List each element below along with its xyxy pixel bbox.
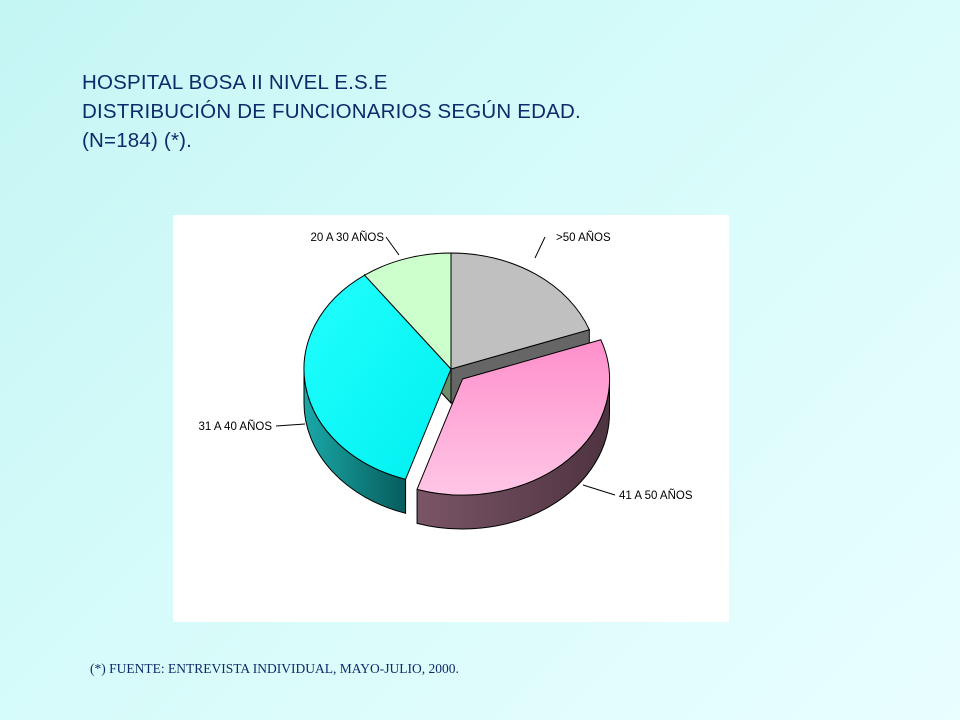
slice-label-50-a-os: >50 AÑOS	[556, 231, 611, 244]
title-line-2: DISTRIBUCIÓN DE FUNCIONARIOS SEGÚN EDAD.	[82, 100, 581, 123]
source-note: (*) FUENTE: ENTREVISTA INDIVIDUAL, MAYO-…	[90, 661, 459, 676]
slice-label-20-a-30-a-os: 20 A 30 AÑOS	[310, 231, 384, 244]
title-line-3: (N=184) (*).	[82, 129, 193, 152]
slide-title: HOSPITAL BOSA II NIVEL E.S.E DISTRIBUCIÓ…	[82, 68, 581, 155]
pie-slice-31-a-40-a-os	[303, 274, 452, 480]
leader-line-20-a-30-a-os	[385, 236, 400, 256]
pie-slice-50-a-os	[450, 252, 591, 370]
pie-slice-20-a-30-a-os	[363, 252, 452, 371]
title-line-1: HOSPITAL BOSA II NIVEL E.S.E	[82, 71, 388, 94]
pie-slice-41-a-50-a-os	[416, 339, 610, 496]
slice-label-31-a-40-a-os: 31 A 40 AÑOS	[198, 420, 272, 433]
leader-line-41-a-50-a-os	[582, 484, 616, 496]
leader-line-50-a-os	[534, 236, 546, 259]
slice-label-41-a-50-a-os: 41 A 50 AÑOS	[619, 489, 693, 502]
leader-line-31-a-40-a-os	[275, 423, 306, 427]
